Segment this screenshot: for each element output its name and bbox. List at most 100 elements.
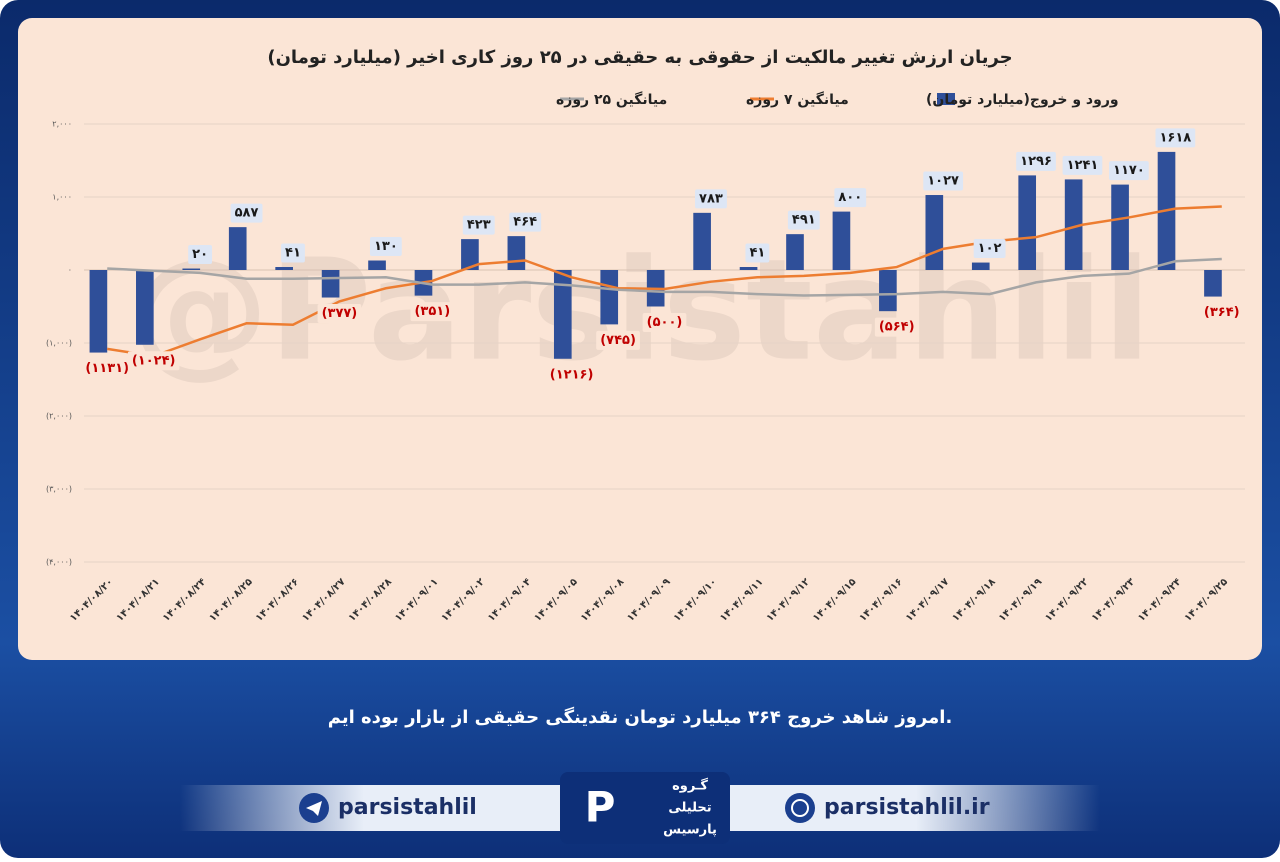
value-label: (۳۵۱): [410, 302, 455, 322]
value-label: ۴۹۱: [787, 210, 820, 230]
value-label-text: ۴۶۴: [513, 215, 537, 230]
bar: [1204, 270, 1222, 297]
value-label-box: [787, 210, 820, 230]
bar: [275, 267, 293, 270]
logo-mark: P: [585, 783, 616, 832]
value-label: (۱۱۳۱): [81, 359, 134, 379]
value-label: (۵۶۴): [874, 317, 919, 337]
value-label-text: ۱۶۱۸: [1159, 130, 1191, 145]
value-label: ۱۶۱۸: [1155, 128, 1196, 148]
value-label-box: [81, 359, 134, 379]
y-tick-label: (۴,۰۰۰): [46, 558, 72, 567]
value-label-box: [642, 313, 687, 332]
value-label-box: [509, 212, 542, 232]
bar: [1064, 179, 1083, 270]
value-label: (۷۴۵): [596, 330, 640, 350]
bar: [786, 234, 804, 270]
bar: [879, 270, 897, 312]
value-label-text: ۴۹۱: [792, 213, 816, 228]
value-label-text: ۴۲۳: [467, 218, 491, 233]
footer-message: امروز شاهد خروج ۳۶۴ میلیارد تومان نقدینگ…: [328, 706, 953, 728]
value-label-box: [545, 365, 598, 385]
bar: [971, 262, 990, 270]
bar: [739, 267, 758, 270]
value-label-text: (۵۰۰): [647, 315, 683, 330]
value-label: ۵۸۷: [230, 203, 263, 223]
bar: [368, 260, 386, 270]
bar: [461, 239, 479, 270]
value-label: ۱۱۷۰: [1109, 161, 1149, 181]
value-label-text: (۵۶۴): [879, 320, 915, 335]
value-label-box: [1109, 161, 1149, 181]
value-label-box: [1199, 303, 1244, 323]
bar: [507, 236, 526, 270]
bar: [925, 195, 944, 270]
value-label-text: (۳۷۷): [322, 306, 358, 321]
logo-text: تحلیلی: [668, 801, 711, 816]
y-tick-label: (۱,۰۰۰): [46, 339, 72, 348]
value-label-box: [369, 237, 402, 257]
bar: [1018, 175, 1037, 270]
value-label-box: [923, 171, 964, 191]
web-glyph: [791, 799, 809, 817]
value-label: ۱۰۲۷: [923, 171, 964, 191]
value-label: ۱۲۴۱: [1062, 155, 1103, 175]
value-label: (۳۶۴): [1199, 303, 1244, 323]
value-label-box: [1155, 128, 1196, 148]
value-label-text: ۲۰: [192, 247, 208, 262]
value-label-text: ۷۸۳: [699, 191, 723, 206]
value-label: ۴۲۳: [462, 215, 495, 235]
value-label-box: [281, 243, 305, 263]
y-tick-label: ۲,۰۰۰: [52, 120, 72, 129]
value-label: ۴۶۴: [509, 212, 542, 232]
value-label-text: ۵۸۷: [235, 206, 259, 221]
value-label-text: ۱۰۲: [978, 241, 1002, 256]
value-label-text: (۱۲۱۶): [550, 367, 594, 382]
value-label-text: (۷۴۵): [600, 333, 636, 348]
bar: [321, 270, 340, 298]
value-label-box: [188, 245, 213, 265]
value-label-text: ۴۱: [285, 246, 301, 261]
value-label: ۴۱: [745, 243, 770, 263]
value-label: (۵۰۰): [642, 313, 687, 332]
value-label-text: ۴۱: [749, 246, 765, 261]
line: [107, 257, 1222, 297]
y-tick-label: ۰: [68, 266, 72, 275]
bar: [89, 270, 108, 353]
bar: [553, 270, 572, 359]
value-label-text: ۱۱۷۰: [1113, 163, 1145, 178]
legend-label: ورود و خروج(میلیارد تومان): [926, 92, 1119, 108]
value-label-box: [410, 302, 455, 322]
logo-box: [560, 772, 730, 844]
value-label-box: [1016, 151, 1056, 171]
value-label: ۱۳۰: [369, 237, 402, 257]
y-tick-label: ۱,۰۰۰: [52, 193, 72, 202]
logo-text: گـروه: [672, 778, 708, 794]
value-label: (۳۷۷): [317, 304, 362, 324]
value-label-box: [596, 330, 640, 350]
value-label-box: [834, 188, 867, 208]
legend-swatch: [937, 93, 955, 105]
telegram-handle[interactable]: parsistahlil: [338, 795, 477, 820]
value-label-text: (۱۰۲۴): [132, 353, 176, 368]
value-label: ۲۰: [188, 245, 213, 265]
value-label-box: [745, 243, 770, 263]
bar: [182, 268, 201, 270]
value-label: ۱۲۹۶: [1016, 151, 1056, 171]
value-label: ۸۰۰: [834, 188, 867, 208]
bar: [600, 270, 619, 325]
y-tick-label: (۲,۰۰۰): [46, 412, 72, 421]
y-tick-label: (۳,۰۰۰): [46, 485, 72, 494]
value-label-box: [127, 351, 180, 371]
value-label-text: (۳۶۴): [1204, 305, 1240, 320]
chart-title: جریان ارزش تغییر مالکیت از حقوقی به حقیق…: [267, 47, 1012, 68]
value-label-text: ۱۳۰: [374, 239, 398, 254]
website[interactable]: parsistahlil.ir: [824, 795, 990, 820]
value-label-text: (۳۵۱): [414, 304, 450, 319]
value-label-box: [1062, 155, 1103, 175]
value-label: (۱۲۱۶): [545, 365, 598, 385]
value-label-text: ۱۲۹۶: [1020, 154, 1052, 169]
value-label: ۷۸۳: [695, 189, 727, 209]
telegram-glyph: [306, 801, 322, 816]
value-label-box: [874, 317, 919, 337]
